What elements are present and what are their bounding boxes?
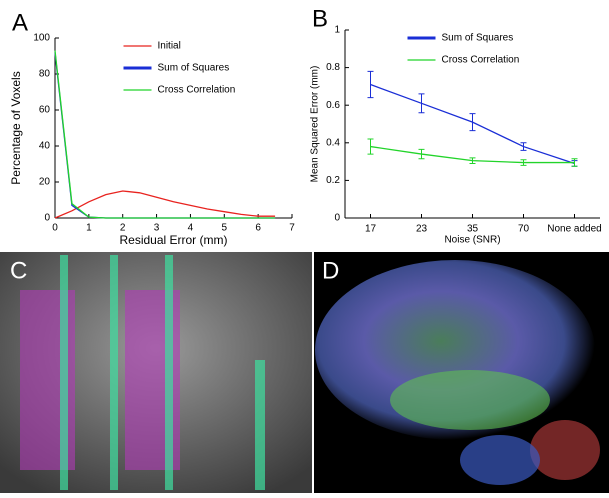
error-bar <box>520 142 527 151</box>
error-bar <box>469 113 476 132</box>
y-tick-label: 40 <box>39 141 51 152</box>
image-c: C <box>0 252 312 493</box>
x-tick-label: 70 <box>518 224 530 235</box>
y-tick-label: 0 <box>334 213 340 224</box>
error-bar <box>418 148 425 160</box>
error-bar <box>520 159 527 166</box>
panel-label: D <box>322 257 339 284</box>
y-tick-label: 0.6 <box>326 100 340 111</box>
x-tick-label: 5 <box>222 223 228 234</box>
x-axis-label: Noise (SNR) <box>444 235 500 246</box>
legend-label: Sum of Squares <box>158 63 230 74</box>
y-tick-label: 100 <box>33 33 50 44</box>
error-bar <box>367 70 374 99</box>
legend-label: Sum of Squares <box>442 33 514 44</box>
y-axis-label: Percentage of Voxels <box>9 71 23 184</box>
error-bar <box>469 157 476 164</box>
x-tick-label: 2 <box>120 223 126 234</box>
x-tick-label: 0 <box>52 223 58 234</box>
y-tick-label: 60 <box>39 105 51 116</box>
x-tick-label: 23 <box>416 224 428 235</box>
panel-label: B <box>312 5 328 32</box>
panel-label: A <box>12 9 28 36</box>
error-bar <box>418 93 425 114</box>
legend-label: Cross Correlation <box>442 55 520 66</box>
x-tick-label: None added <box>547 224 602 235</box>
y-tick-label: 0.4 <box>326 137 340 148</box>
y-tick-label: 0.8 <box>326 62 340 73</box>
error-bar <box>367 138 374 155</box>
legend-label: Cross Correlation <box>158 85 236 96</box>
error-bar <box>571 158 578 167</box>
x-tick-label: 4 <box>188 223 194 234</box>
x-tick-label: 6 <box>255 223 261 234</box>
line <box>54 190 276 219</box>
line <box>54 52 276 219</box>
x-tick-label: 17 <box>365 224 377 235</box>
x-tick-label: 1 <box>86 223 92 234</box>
x-axis-label: Residual Error (mm) <box>119 233 227 247</box>
panel-label: C <box>10 257 27 284</box>
x-tick-label: 7 <box>289 223 295 234</box>
y-tick-label: 0.2 <box>326 175 340 186</box>
x-tick-label: 3 <box>154 223 160 234</box>
y-tick-label: 20 <box>39 177 51 188</box>
y-tick-label: 80 <box>39 69 51 80</box>
legend-label: Initial <box>158 41 181 52</box>
line <box>54 50 276 219</box>
x-tick-label: 35 <box>467 224 479 235</box>
y-axis-label: Mean Squared Error (mm) <box>310 66 321 183</box>
y-tick-label: 0 <box>44 213 50 224</box>
image-d: D <box>314 252 609 493</box>
y-tick-label: 1 <box>334 25 340 36</box>
